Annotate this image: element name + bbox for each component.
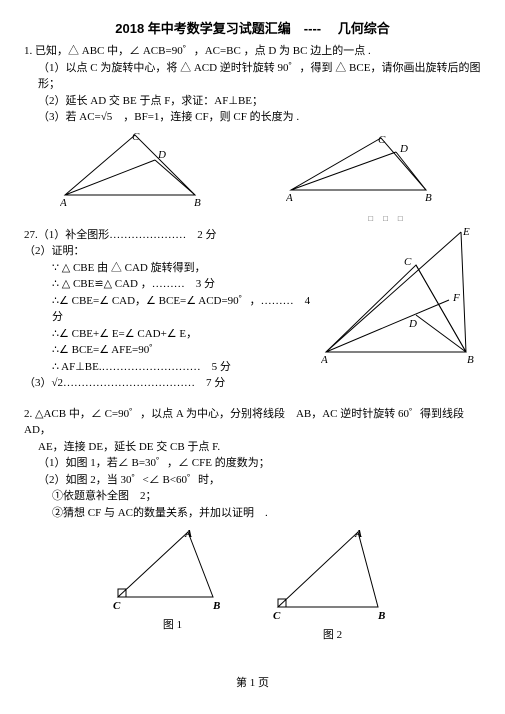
svg-text:F: F: [452, 292, 460, 304]
svg-text:B: B: [194, 197, 201, 209]
svg-text:C: C: [404, 256, 412, 268]
q1-stem: 1. 已知，△ ABC 中，∠ ACB=90゜，AC=BC ，点 D 为 BC …: [24, 43, 481, 60]
q2-p1: （1）如图 1，若∠ B=30゜，∠ CFE 的度数为；: [24, 455, 481, 472]
svg-text:A: A: [286, 192, 293, 204]
svg-text:B: B: [377, 610, 385, 622]
fig1-wrap: A B C 图 1: [113, 527, 233, 644]
q2-p2: （2）如图 2，当 30゜<∠ B<60゜时，: [24, 472, 481, 489]
svg-text:D: D: [408, 318, 417, 330]
q27-l3: ∴∠ CBE=∠ CAD，∠ BCE=∠ ACD=90゜，……… 4 分: [24, 293, 321, 326]
svg-text:A: A: [184, 528, 192, 540]
q2-figures: A B C 图 1 A B C 图 2: [24, 527, 481, 644]
q27-l7: （3）√2……………………………… 7 分: [24, 375, 321, 392]
svg-text:E: E: [462, 227, 470, 238]
svg-text:A: A: [60, 197, 67, 209]
svg-text:B: B: [425, 192, 432, 204]
divider-dots: □ □ □: [294, 214, 481, 223]
page-title: 2018 年中考数学复习试题汇编 ---- 几何综合: [24, 18, 481, 37]
q27-head: 27.（1）补全图形………………… 2 分: [24, 227, 321, 244]
page-footer: 第 1 页: [24, 674, 481, 690]
q2-stem: 2. △ACB 中，∠ C=90゜，以点 A 为中心，分别将线段 AB，AC 逆…: [24, 406, 481, 439]
q27-l2: ∴ △ CBE≌△ CAD ，……… 3 分: [24, 276, 321, 293]
question-27-block: 27.（1）补全图形………………… 2 分 （2）证明： ∵ △ CBE 由 △…: [24, 227, 481, 392]
figure-triangle-3: A B C D E F: [321, 227, 481, 367]
q2-p2b: ②猜想 CF 与 AC的数量关系，并加以证明 .: [24, 505, 481, 522]
question-2: 2. △ACB 中，∠ C=90゜，以点 A 为中心，分别将线段 AB，AC 逆…: [24, 406, 481, 522]
q2-p2a: ①依题意补全图 2；: [24, 488, 481, 505]
q27-l4: ∴∠ CBE+∠ E=∠ CAD+∠ E，: [24, 326, 321, 343]
svg-text:D: D: [157, 149, 166, 161]
q1-figures: A B C D A B C D: [24, 130, 481, 210]
q1-p2: （2）延长 AD 交 BE 于点 F，求证：AF⊥BE；: [24, 93, 481, 110]
fig2-wrap: A B C 图 2: [273, 527, 393, 644]
svg-text:A: A: [321, 354, 328, 366]
figure-triangle-1: A B C D: [60, 130, 215, 210]
svg-text:A: A: [354, 528, 362, 540]
figure-right-triangle-2: A B C: [273, 527, 393, 627]
page: 2018 年中考数学复习试题汇编 ---- 几何综合 1. 已知，△ ABC 中…: [0, 0, 505, 700]
fig2-label: 图 2: [273, 627, 393, 644]
svg-text:D: D: [399, 143, 408, 155]
q1-p1: （1）以点 C 为旋转中心，将 △ ACD 逆时针旋转 90゜，得到 △ BCE…: [24, 60, 481, 93]
fig1-label: 图 1: [113, 617, 233, 634]
question-1: 1. 已知，△ ABC 中，∠ ACB=90゜，AC=BC ，点 D 为 BC …: [24, 43, 481, 126]
svg-text:C: C: [132, 131, 140, 143]
q1-p3: （3）若 AC=√5 ，BF=1，连接 CF，则 CF 的长度为 .: [24, 109, 481, 126]
svg-text:B: B: [212, 600, 220, 612]
q27-l6: ∴ AF⊥BE.……………………… 5 分: [24, 359, 321, 376]
q27-l0: （2）证明：: [24, 243, 321, 260]
q2-stem2: AE，连接 DE，延长 DE 交 CB 于点 F.: [24, 439, 481, 456]
q27-l5: ∴∠ BCE=∠ AFE=90゜: [24, 342, 321, 359]
svg-text:B: B: [467, 354, 474, 366]
q27-figure-wrap: A B C D E F: [321, 227, 481, 392]
q27-l1: ∵ △ CBE 由 △ CAD 旋转得到，: [24, 260, 321, 277]
svg-text:C: C: [113, 600, 121, 612]
q27-text: 27.（1）补全图形………………… 2 分 （2）证明： ∵ △ CBE 由 △…: [24, 227, 321, 392]
figure-triangle-2: A B C D: [286, 130, 446, 210]
svg-text:C: C: [273, 610, 281, 622]
figure-right-triangle-1: A B C: [113, 527, 233, 617]
svg-text:C: C: [378, 134, 386, 146]
